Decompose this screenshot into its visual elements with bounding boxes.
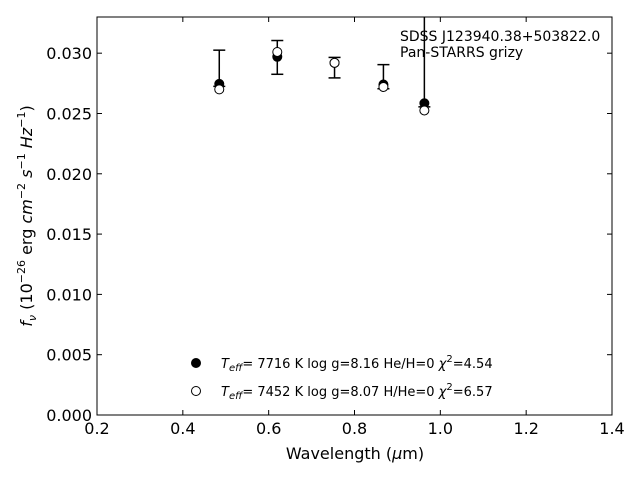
legend: Teff= 7716 K log g=8.16 He/H=0 χ2=4.54 T…: [191, 354, 493, 402]
x-tick-label: 1.4: [599, 419, 624, 438]
y-tick-label: 0.025: [46, 104, 92, 123]
x-axis-label: Wavelength (μm): [286, 444, 424, 463]
data-marks: [213, 17, 431, 116]
y-axis-label: fν (10−26 erg cm−2 s−1 Hz−1): [15, 105, 39, 326]
y-tick-label: 0.020: [46, 165, 92, 184]
y-tick-label: 0.000: [46, 406, 92, 425]
legend-marker-filled: [191, 358, 201, 368]
legend-entry-2: Teff= 7452 K log g=8.07 H/He=0 χ2=6.57: [221, 382, 493, 402]
y-tick-label: 0.015: [46, 225, 92, 244]
model-point-open: [419, 105, 430, 116]
model-point-open: [378, 81, 389, 92]
y-tick-label: 0.005: [46, 346, 92, 365]
survey-annotation: Pan-STARRS grizy: [400, 45, 523, 61]
axis-ticks: 0.2 0.4 0.6 0.8 1.0 1.2 1.4 0.000 0.005 0.010 0.01…: [46, 17, 625, 438]
x-tick-label: 1.2: [513, 419, 538, 438]
legend-marker-open: [191, 386, 201, 396]
legend-entry-1: Teff= 7716 K log g=8.16 He/H=0 χ2=4.54: [221, 354, 493, 374]
object-name-annotation: SDSS J123940.38+503822.0: [400, 29, 600, 45]
x-tick-label: 0.2: [84, 419, 109, 438]
model-point-open: [272, 46, 283, 57]
y-tick-label: 0.010: [46, 285, 92, 304]
plot-frame: [96, 16, 613, 416]
model-point-open: [214, 84, 225, 95]
x-tick-label: 0.6: [256, 419, 281, 438]
model-point-open: [329, 57, 340, 68]
x-tick-label: 0.8: [342, 419, 367, 438]
x-tick-label: 1.0: [428, 419, 453, 438]
y-tick-label: 0.030: [46, 44, 92, 63]
x-tick-label: 0.4: [170, 419, 195, 438]
